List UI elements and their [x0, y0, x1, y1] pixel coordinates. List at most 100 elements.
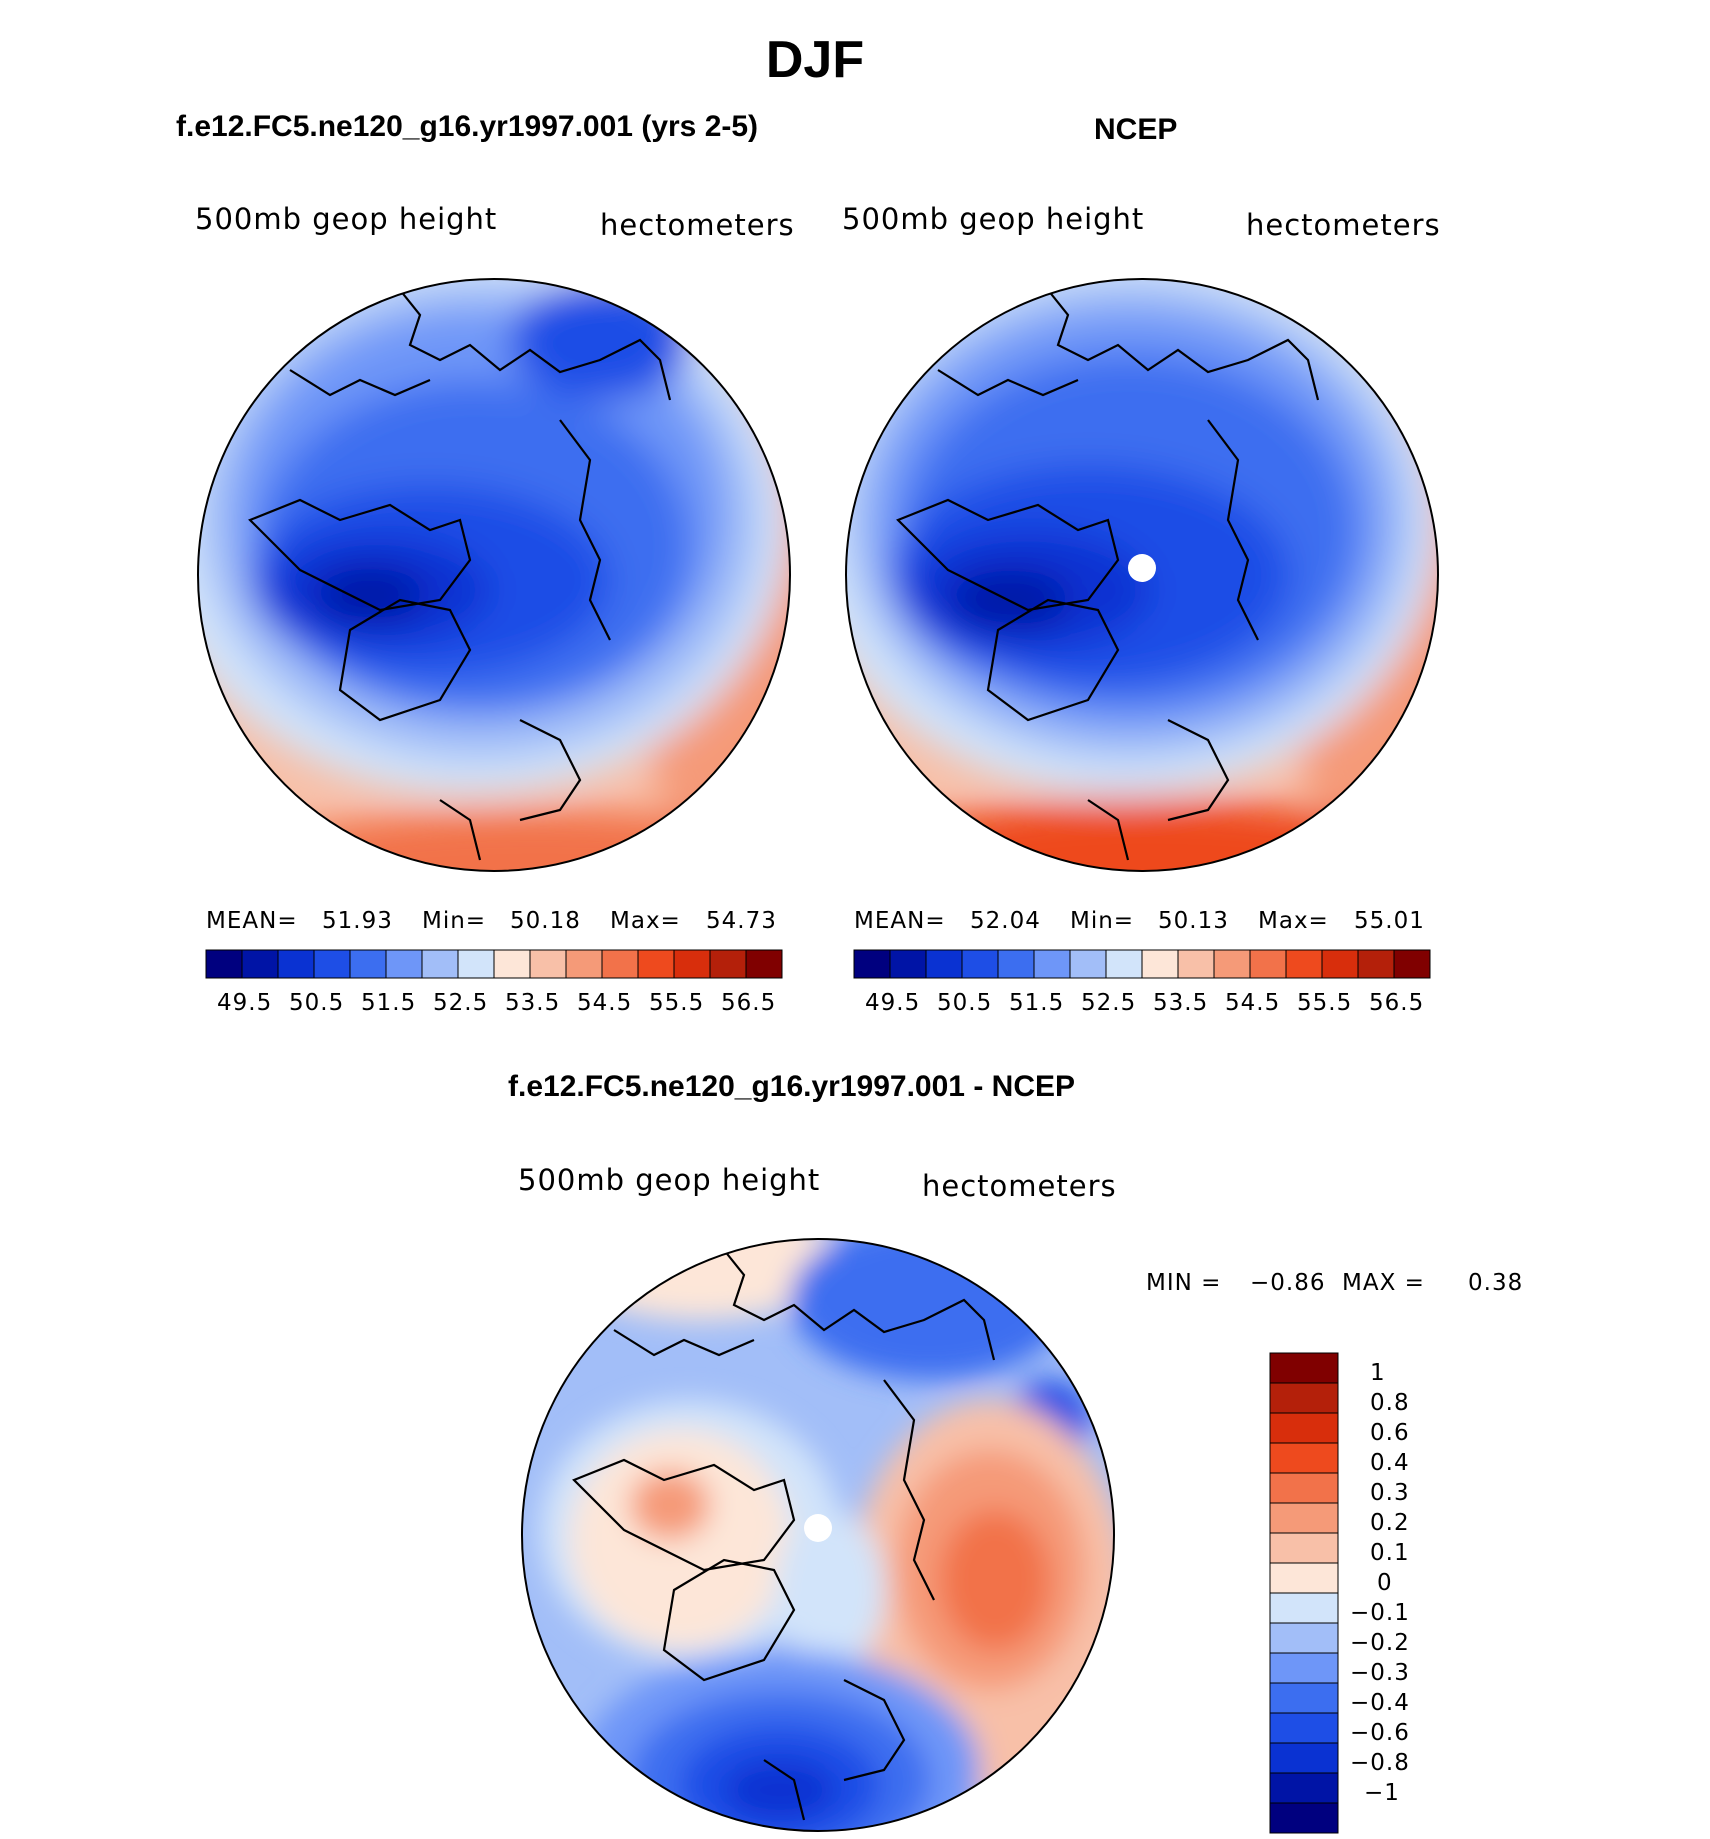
ncep-max-value: 55.01	[1354, 908, 1425, 934]
ncep-colorbar-swatch	[1357, 949, 1395, 979]
ncep-colorbar-swatch	[1033, 949, 1071, 979]
ncep-tick: 51.5	[1009, 990, 1065, 1016]
model-tick: 51.5	[361, 990, 417, 1016]
diff-colorbar-swatch	[1269, 1592, 1339, 1624]
model-max-label: Max=	[610, 908, 681, 934]
ncep-max-label: Max=	[1258, 908, 1329, 934]
ncep-coast-greenland	[986, 598, 1120, 722]
diff-coast-britain	[763, 1759, 806, 1821]
diff-positive-center	[570, 1430, 790, 1650]
model-coastlines	[248, 289, 672, 861]
model-colorbar-swatch	[673, 949, 711, 979]
diff-coast-archipelago	[572, 1458, 796, 1572]
model-coast-scandinavia	[519, 719, 582, 822]
ncep-tick: 54.5	[1225, 990, 1281, 1016]
diff-tick: −0.2	[1350, 1630, 1410, 1656]
ncep-colorbar-swatch	[1393, 949, 1431, 979]
diff-tick: 0.3	[1370, 1480, 1410, 1506]
diff-colorbar-swatch	[1269, 1352, 1339, 1384]
diff-colorbar-swatch	[1269, 1622, 1339, 1654]
ncep-colorbar-swatch	[1285, 949, 1323, 979]
model-tick: 55.5	[649, 990, 705, 1016]
diff-units-label: hectometers	[922, 1169, 1117, 1203]
ncep-colorbar-swatch	[1105, 949, 1143, 979]
ncep-coast-britain	[1087, 799, 1130, 861]
ncep-variable-label: 500mb geop height	[842, 202, 1145, 236]
model-tick: 52.5	[433, 990, 489, 1016]
diff-colorbar-swatch	[1269, 1562, 1339, 1594]
model-coast-siberia	[399, 289, 672, 401]
diff-max-label: MAX =	[1342, 1270, 1425, 1296]
model-colorbar-swatch	[385, 949, 423, 979]
diff-colorbar-swatch	[1269, 1442, 1339, 1474]
ncep-map-border	[845, 278, 1439, 872]
diff-colorbar-swatch	[1269, 1712, 1339, 1744]
diff-positive-core	[630, 1470, 710, 1540]
ncep-pole-gap	[1128, 554, 1156, 582]
ncep-colorbar-swatch	[1249, 949, 1287, 979]
ncep-mean-value: 52.04	[970, 908, 1041, 934]
model-colorbar-swatch	[745, 949, 783, 979]
ncep-coast-archipelago	[896, 498, 1120, 612]
diff-tick: −1	[1364, 1780, 1400, 1806]
ncep-tick: 55.5	[1297, 990, 1353, 1016]
diff-tick: −0.8	[1350, 1750, 1410, 1776]
ncep-tick: 53.5	[1153, 990, 1209, 1016]
ncep-coast-scandinavia	[1167, 719, 1230, 822]
model-colorbar-swatch	[421, 949, 459, 979]
ncep-mean-label: MEAN=	[854, 908, 946, 934]
model-mean-value: 51.93	[322, 908, 393, 934]
diff-coastlines	[572, 1249, 996, 1821]
diff-colorbar-swatch	[1269, 1772, 1339, 1804]
model-map-border	[197, 278, 791, 872]
ncep-colorbar-swatch	[1141, 949, 1179, 979]
diff-tick: 0.1	[1370, 1540, 1410, 1566]
ncep-min-label: Min=	[1070, 908, 1135, 934]
diff-tick: 0.4	[1370, 1450, 1410, 1476]
diff-coast-alaska	[613, 1329, 755, 1357]
ncep-colorbar-swatch	[1321, 949, 1359, 979]
ncep-units-label: hectometers	[1246, 208, 1441, 242]
model-coast-archipelago	[248, 498, 472, 612]
diff-panel-title: f.e12.FC5.ne120_g16.yr1997.001 - NCEP	[508, 1070, 1075, 1103]
model-colorbar-swatch	[205, 949, 243, 979]
diff-coast-scandinavia	[843, 1679, 906, 1782]
ncep-coastlines	[896, 289, 1320, 861]
diff-tick: 0	[1377, 1570, 1393, 1596]
ncep-colorbar-swatch	[853, 949, 891, 979]
diff-colorbar-swatch	[1269, 1532, 1339, 1564]
ncep-panel-title: NCEP	[1094, 113, 1178, 146]
ncep-coast-siberia	[1047, 289, 1320, 401]
model-coast-alaska	[289, 369, 431, 397]
model-colorbar-swatch	[601, 949, 639, 979]
ncep-coast-alaska	[937, 369, 1079, 397]
ncep-colorbar-swatch	[961, 949, 999, 979]
diff-map	[521, 1238, 1115, 1832]
ncep-map	[845, 278, 1439, 872]
ncep-colorbar-swatch	[997, 949, 1035, 979]
diff-max-value: 0.38	[1468, 1270, 1524, 1296]
model-colorbar-swatch	[457, 949, 495, 979]
diff-pole-gap	[804, 1514, 832, 1542]
diff-tick: −0.6	[1350, 1720, 1410, 1746]
model-colorbar-swatch	[709, 949, 747, 979]
diff-min-value: −0.86	[1250, 1270, 1326, 1296]
ncep-colorbar-swatch	[889, 949, 927, 979]
model-colorbar-swatch	[277, 949, 315, 979]
model-min-value: 50.18	[510, 908, 581, 934]
model-colorbar-swatch	[241, 949, 279, 979]
diff-tick: 1	[1370, 1360, 1386, 1386]
ncep-colorbar-swatch	[1069, 949, 1107, 979]
colorbars	[205, 949, 1431, 1834]
diff-map-border	[521, 1238, 1115, 1832]
diff-tick: 0.6	[1370, 1420, 1410, 1446]
model-tick: 49.5	[217, 990, 273, 1016]
diff-colorbar-swatch	[1269, 1802, 1339, 1834]
model-max-value: 54.73	[706, 908, 777, 934]
model-coast-britain	[439, 799, 482, 861]
diff-negative-northeast	[790, 1239, 1070, 1380]
ncep-southern-ridge	[846, 800, 1438, 871]
model-coast-siberia-east	[559, 419, 611, 641]
model-colorbar-swatch	[313, 949, 351, 979]
diff-tick: 0.2	[1370, 1510, 1410, 1536]
